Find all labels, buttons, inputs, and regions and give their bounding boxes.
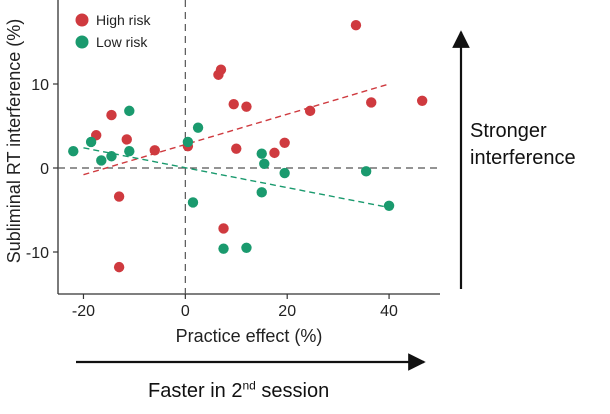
point-low-risk xyxy=(68,146,79,157)
interference-text: interference xyxy=(470,147,576,169)
point-low-risk xyxy=(187,197,199,208)
point-low-risk xyxy=(192,122,204,133)
x-tick-label: -20 xyxy=(72,303,95,320)
legend-marker xyxy=(75,13,89,27)
y-axis-title: Subliminal RT interference (%) xyxy=(4,19,24,263)
legend-marker xyxy=(75,35,89,49)
x-axis-title: Practice effect (%) xyxy=(176,326,323,346)
point-low-risk xyxy=(259,158,270,169)
stronger-interference-label: Stronger interference xyxy=(470,118,610,172)
point-high-risk xyxy=(113,191,125,202)
session-text: session xyxy=(255,380,330,402)
point-low-risk xyxy=(218,243,229,254)
point-high-risk xyxy=(228,98,239,110)
point-high-risk xyxy=(304,105,316,117)
data-points xyxy=(68,20,428,273)
point-low-risk xyxy=(124,146,135,157)
point-low-risk xyxy=(85,136,97,148)
point-high-risk xyxy=(218,223,229,234)
axis-labels: Practice effect (%) Subliminal RT interfe… xyxy=(4,19,322,346)
x-tick-label: 20 xyxy=(278,303,296,320)
point-low-risk xyxy=(360,166,372,177)
point-high-risk xyxy=(279,137,290,148)
y-tick-label: 10 xyxy=(31,77,49,94)
plot-axes: -20 0 20 40 -10 0 10 xyxy=(26,0,440,320)
x-tick-label: 0 xyxy=(181,303,190,320)
point-low-risk xyxy=(256,148,267,159)
y-tick-label: -10 xyxy=(26,245,49,262)
point-high-risk xyxy=(121,134,132,145)
point-low-risk xyxy=(241,242,252,253)
point-low-risk xyxy=(256,187,267,198)
point-high-risk xyxy=(241,101,252,112)
point-high-risk xyxy=(215,64,227,75)
point-low-risk xyxy=(106,151,117,162)
point-low-risk xyxy=(383,200,395,211)
faster-text: Faster in 2 xyxy=(148,380,243,402)
point-low-risk xyxy=(279,167,290,179)
faster-session-label: Faster in 2nd session xyxy=(148,378,330,403)
point-high-risk xyxy=(366,97,377,108)
point-high-risk xyxy=(149,145,160,156)
fit-line-low-risk xyxy=(83,147,390,209)
y-tick-label: 0 xyxy=(40,161,49,178)
x-tick-label: 40 xyxy=(380,303,398,320)
point-high-risk xyxy=(350,20,362,31)
point-high-risk xyxy=(269,147,280,159)
legend-label: Low risk xyxy=(96,34,148,50)
chart-legend: High risk Low risk xyxy=(75,12,151,50)
point-low-risk xyxy=(124,105,135,117)
regression-lines xyxy=(83,83,390,209)
stronger-text: Stronger xyxy=(470,120,547,142)
ordinal-suffix: nd xyxy=(242,378,256,393)
point-low-risk xyxy=(182,136,194,148)
point-high-risk xyxy=(106,109,117,121)
fit-line-high-risk xyxy=(83,83,390,176)
point-high-risk xyxy=(231,143,242,154)
legend-label: High risk xyxy=(96,12,151,28)
point-low-risk xyxy=(96,155,107,166)
point-high-risk xyxy=(416,95,428,107)
point-high-risk xyxy=(113,261,125,273)
